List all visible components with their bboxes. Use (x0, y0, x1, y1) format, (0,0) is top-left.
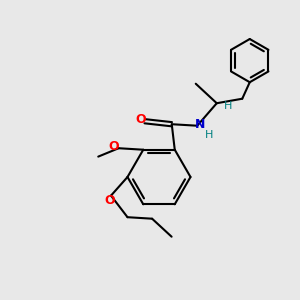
Text: O: O (104, 194, 115, 208)
Text: O: O (108, 140, 119, 153)
Text: H: H (224, 101, 232, 111)
Text: N: N (194, 118, 205, 131)
Text: O: O (136, 113, 146, 126)
Text: H: H (205, 130, 213, 140)
